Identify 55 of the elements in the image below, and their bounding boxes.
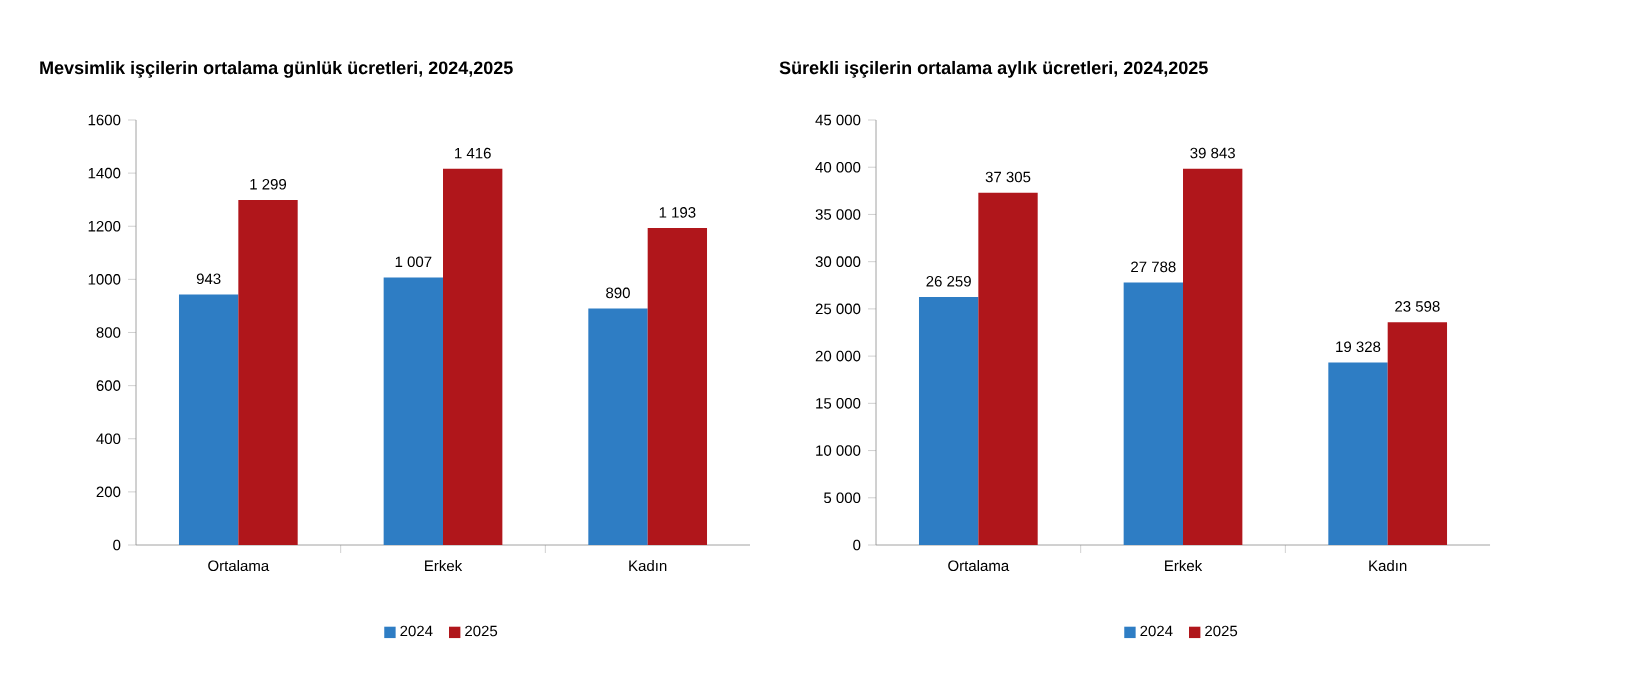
x-tick-label: Ortalama xyxy=(948,560,1010,572)
bar xyxy=(1387,322,1448,545)
legend-label: 2025 xyxy=(1205,625,1238,637)
bar xyxy=(1123,282,1184,545)
chart-title: Sürekli işçilerin ortalama aylık ücretleri, 2024,2025 xyxy=(779,60,1208,78)
data-label: 1 193 xyxy=(659,207,696,218)
y-tick-label: 5 000 xyxy=(824,492,861,504)
legend-label: 2024 xyxy=(1140,625,1173,637)
data-label: 26 259 xyxy=(926,275,971,287)
data-label: 1 416 xyxy=(455,147,491,159)
bar xyxy=(383,277,444,545)
x-tick-label: Ortalama xyxy=(208,560,270,572)
data-label: 19 328 xyxy=(1336,341,1381,353)
bar xyxy=(178,294,239,545)
y-tick-label: 1200 xyxy=(88,220,121,232)
legend-label: 2025 xyxy=(465,625,498,637)
y-tick-label: 1000 xyxy=(88,274,121,285)
bar xyxy=(647,228,708,545)
y-tick-label: 30 000 xyxy=(815,256,861,267)
x-tick-label: Kadın xyxy=(629,560,667,572)
x-tick-label: Erkek xyxy=(425,560,463,572)
y-tick-label: 15 000 xyxy=(816,398,861,409)
y-tick-label: 200 xyxy=(96,486,121,498)
y-tick-label: 10 000 xyxy=(816,445,861,456)
y-tick-label: 800 xyxy=(96,327,121,338)
data-label: 1 299 xyxy=(250,178,287,190)
data-label: 37 305 xyxy=(985,171,1031,183)
data-label: 23 598 xyxy=(1395,301,1440,312)
bar xyxy=(588,308,648,545)
y-tick-label: 400 xyxy=(96,433,121,445)
data-label: 943 xyxy=(196,273,221,285)
data-label: 27 788 xyxy=(1131,261,1176,273)
y-tick-label: 35 000 xyxy=(815,209,861,220)
y-tick-label: 40 000 xyxy=(815,161,861,173)
y-tick-label: 0 xyxy=(113,539,121,551)
y-tick-label: 20 000 xyxy=(815,350,861,362)
data-label: 890 xyxy=(606,287,630,299)
y-tick-label: 1400 xyxy=(88,167,121,179)
y-tick-label: 45 000 xyxy=(815,114,861,126)
x-tick-label: Erkek xyxy=(1165,560,1203,572)
x-tick-label: Kadın xyxy=(1369,560,1407,572)
bar xyxy=(1183,168,1243,545)
legend-label: 2024 xyxy=(400,625,433,637)
data-label: 39 843 xyxy=(1190,147,1235,159)
bar xyxy=(1328,362,1388,545)
y-tick-label: 25 000 xyxy=(815,303,861,315)
y-tick-label: 0 xyxy=(853,539,861,551)
bar xyxy=(978,192,1038,545)
chart-title: Mevsimlik işçilerin ortalama günlük ücretleri, 2024,2025 xyxy=(40,60,513,78)
y-tick-label: 1600 xyxy=(88,114,121,126)
bar xyxy=(443,168,503,545)
data-label: 1 007 xyxy=(395,256,432,268)
y-tick-label: 600 xyxy=(96,380,121,391)
bar xyxy=(918,297,979,545)
bar xyxy=(238,199,298,545)
